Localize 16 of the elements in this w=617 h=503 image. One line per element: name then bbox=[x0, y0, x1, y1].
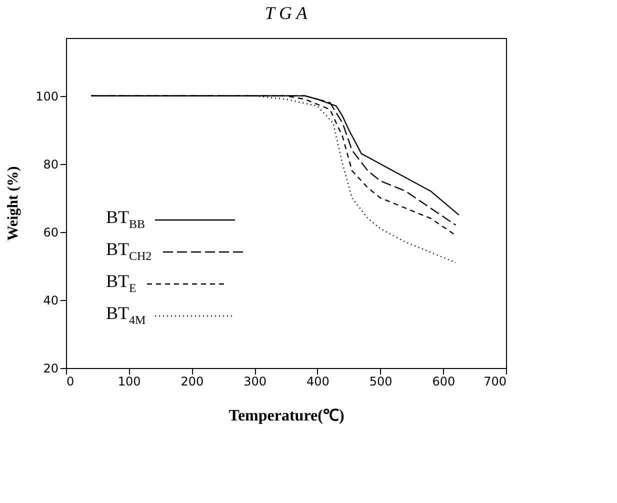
x-tick-label: 300 bbox=[244, 374, 267, 388]
y-tick-label: 80 bbox=[43, 157, 58, 172]
y-tick-label: 40 bbox=[43, 293, 58, 308]
y-tick-label: 60 bbox=[43, 225, 58, 240]
y-axis-title: Weight (%) bbox=[6, 166, 22, 241]
x-tick-label: 700 bbox=[484, 374, 506, 388]
x-axis-title: Temperature(℃) bbox=[228, 408, 344, 424]
x-tick-label: 500 bbox=[369, 374, 392, 388]
x-tick-label: 400 bbox=[306, 374, 330, 388]
y-tick-label: 100 bbox=[36, 89, 58, 104]
x-tick-label: 0 bbox=[66, 374, 74, 388]
y-tick-label: 20 bbox=[43, 362, 58, 376]
x-tick-label: 100 bbox=[118, 374, 141, 388]
chart-title: T G A bbox=[264, 3, 308, 23]
x-tick-label: 200 bbox=[180, 374, 204, 388]
x-tick-label: 600 bbox=[432, 374, 456, 388]
